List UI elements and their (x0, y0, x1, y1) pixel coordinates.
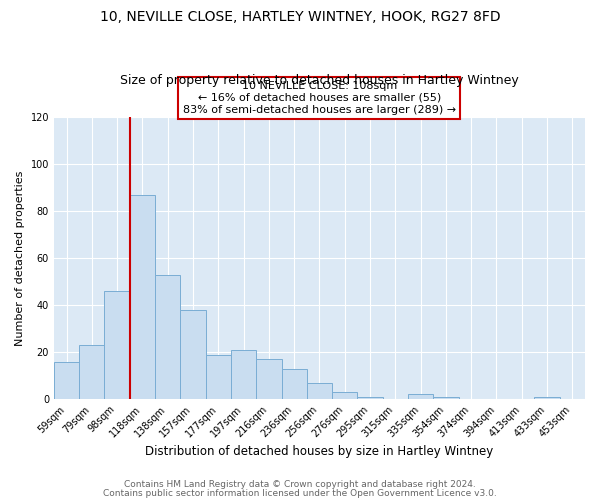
Bar (231, 350, 256, 399)
Bar (130, 195, 155, 399)
Bar (358, 397, 383, 399)
Bar (332, 392, 358, 399)
Text: Contains HM Land Registry data © Crown copyright and database right 2024.: Contains HM Land Registry data © Crown c… (124, 480, 476, 489)
Y-axis label: Number of detached properties: Number of detached properties (15, 170, 25, 346)
Bar (535, 397, 560, 399)
Bar (181, 310, 206, 399)
Bar (307, 382, 332, 399)
X-axis label: Distribution of detached houses by size in Hartley Wintney: Distribution of detached houses by size … (145, 444, 494, 458)
Text: Contains public sector information licensed under the Open Government Licence v3: Contains public sector information licen… (103, 488, 497, 498)
Bar (79, 345, 104, 399)
Bar (206, 354, 231, 399)
Text: 10, NEVILLE CLOSE, HARTLEY WINTNEY, HOOK, RG27 8FD: 10, NEVILLE CLOSE, HARTLEY WINTNEY, HOOK… (100, 10, 500, 24)
Bar (281, 368, 307, 399)
Text: 10 NEVILLE CLOSE: 108sqm
← 16% of detached houses are smaller (55)
83% of semi-d: 10 NEVILLE CLOSE: 108sqm ← 16% of detach… (183, 82, 456, 114)
Bar (433, 397, 458, 399)
Bar (408, 394, 433, 399)
Bar (104, 291, 130, 399)
Title: Size of property relative to detached houses in Hartley Wintney: Size of property relative to detached ho… (120, 74, 519, 87)
Bar (54, 362, 79, 399)
Bar (155, 274, 181, 399)
Bar (256, 359, 281, 399)
